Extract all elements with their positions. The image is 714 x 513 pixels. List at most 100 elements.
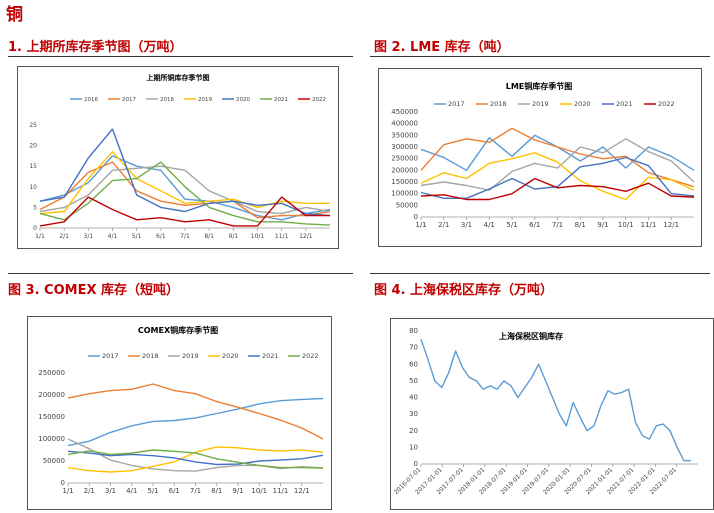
x-tick-label: 2/1 — [84, 487, 95, 495]
x-tick-label: 5/1 — [506, 221, 517, 229]
x-tick-label: 9/1 — [232, 487, 243, 495]
section-title-bonded: 图 4. 上海保税区库存（万吨） — [374, 279, 553, 298]
x-tick-label: 4/1 — [126, 487, 137, 495]
y-tick-label: 15 — [29, 163, 37, 170]
divider — [8, 56, 353, 57]
x-tick-label: 10/1 — [251, 487, 267, 495]
legend-label: 2017 — [122, 97, 136, 103]
legend-label: 2020 — [222, 352, 239, 360]
y-tick-label: 5 — [33, 204, 37, 211]
y-tick-label: 100000 — [38, 435, 65, 443]
legend-label: 2019 — [198, 97, 212, 103]
legend-label: 2021 — [616, 100, 633, 108]
chart-shfe: 上期所铜库存季节图 0 5 10 15 20 25 1/1 2/1 3/1 4/1 5/1 6/1 7/1… — [17, 66, 339, 249]
x-tick-label: 3/1 — [105, 487, 116, 495]
y-tick-label: 300000 — [391, 143, 418, 151]
y-tick-label: 20 — [409, 427, 418, 435]
section-title-shfe: 1. 上期所库存季节图（万吨） — [8, 36, 183, 55]
x-tick-label: 8/1 — [204, 233, 214, 240]
series-line-2019 — [40, 152, 330, 214]
y-tick-label: 200000 — [391, 166, 418, 174]
y-tick-label: 10 — [29, 184, 37, 191]
x-tick-label: 8/1 — [575, 221, 586, 229]
chart-title: COMEX铜库存季节图 — [138, 325, 218, 335]
y-tick-label: 350000 — [391, 131, 418, 139]
x-tick-label: 12/1 — [663, 221, 679, 229]
x-tick-label: 2/1 — [59, 233, 69, 240]
x-tick-label: 12/1 — [294, 487, 310, 495]
series-line-上海保税区铜库存 — [421, 339, 691, 460]
x-tick-label: 3/1 — [84, 233, 94, 240]
y-tick-label: 50 — [409, 377, 418, 385]
series-line-2020 — [421, 153, 694, 200]
legend-label: 2022 — [312, 97, 326, 103]
x-tick-label: 3/1 — [461, 221, 472, 229]
y-tick-label: 100000 — [391, 190, 418, 198]
section-title-lme: 图 2. LME 库存（吨） — [374, 36, 510, 55]
y-tick-label: 400000 — [391, 120, 418, 128]
y-tick-label: 70 — [409, 344, 418, 352]
legend-label: 2021 — [274, 97, 288, 103]
x-tick-label: 9/1 — [229, 233, 239, 240]
page-header: 铜 — [6, 0, 23, 25]
x-tick-label: 8/1 — [211, 487, 222, 495]
legend-label: 2018 — [490, 100, 507, 108]
y-tick-label: 10 — [409, 443, 418, 451]
chart-title: 上期所铜库存季节图 — [147, 73, 210, 82]
y-tick-label: 250000 — [38, 369, 65, 377]
x-tick-label: 6/1 — [156, 233, 166, 240]
y-tick-label: 450000 — [391, 108, 418, 116]
legend-label: 2020 — [574, 100, 591, 108]
x-tick-label: 7/1 — [552, 221, 563, 229]
legend-label: 2016 — [84, 97, 98, 103]
y-tick-label: 60 — [409, 360, 418, 368]
y-tick-label: 50000 — [43, 457, 65, 465]
chart-title: 上海保税区铜库存 — [499, 331, 563, 341]
x-tick-label: 4/1 — [108, 233, 118, 240]
divider — [370, 56, 710, 57]
y-tick-label: 30 — [409, 410, 418, 418]
y-tick-label: 0 — [61, 479, 65, 487]
series-line-2018 — [68, 384, 323, 439]
legend-label: 2022 — [302, 352, 319, 360]
legend-label: 2019 — [182, 352, 199, 360]
legend-label: 2019 — [532, 100, 549, 108]
x-tick-label: 1/1 — [35, 233, 45, 240]
section-title-comex: 图 3. COMEX 库存（短吨） — [8, 279, 179, 298]
y-tick-label: 150000 — [391, 178, 418, 186]
y-tick-label: 80 — [409, 327, 418, 335]
x-tick-label: 10/1 — [251, 233, 265, 240]
y-tick-label: 40 — [409, 394, 418, 402]
y-tick-label: 25 — [29, 122, 37, 129]
legend-label: 2018 — [142, 352, 159, 360]
x-tick-label: 7/1 — [190, 487, 201, 495]
legend-label: 2017 — [102, 352, 119, 360]
y-tick-label: 150000 — [38, 413, 65, 421]
x-tick-label: 6/1 — [529, 221, 540, 229]
legend-label: 2017 — [448, 100, 465, 108]
x-tick-label: 11/1 — [273, 487, 289, 495]
y-tick-label: 250000 — [391, 155, 418, 163]
divider — [370, 273, 710, 274]
x-tick-label: 5/1 — [132, 233, 142, 240]
legend-label: 2020 — [236, 97, 250, 103]
x-tick-label: 5/1 — [147, 487, 158, 495]
x-tick-label: 7/1 — [180, 233, 190, 240]
y-tick-label: 0 — [414, 213, 418, 221]
y-tick-label: 20 — [29, 143, 37, 150]
y-tick-label: 50000 — [396, 201, 418, 209]
x-tick-label: 10/1 — [618, 221, 634, 229]
x-tick-label: 4/1 — [484, 221, 495, 229]
x-tick-label: 6/1 — [169, 487, 180, 495]
legend-label: 2018 — [160, 97, 174, 103]
legend-label: 2022 — [658, 100, 675, 108]
series-line-2022 — [421, 179, 694, 200]
x-tick-label: 9/1 — [597, 221, 608, 229]
chart-comex: COMEX铜库存季节图 0 50000 100000 150000 200000 25000… — [27, 316, 332, 510]
y-tick-label: 200000 — [38, 391, 65, 399]
x-tick-label: 12/1 — [299, 233, 313, 240]
legend-label: 2021 — [262, 352, 279, 360]
x-tick-label: 1/1 — [415, 221, 426, 229]
y-tick-label: 0 — [33, 225, 37, 232]
